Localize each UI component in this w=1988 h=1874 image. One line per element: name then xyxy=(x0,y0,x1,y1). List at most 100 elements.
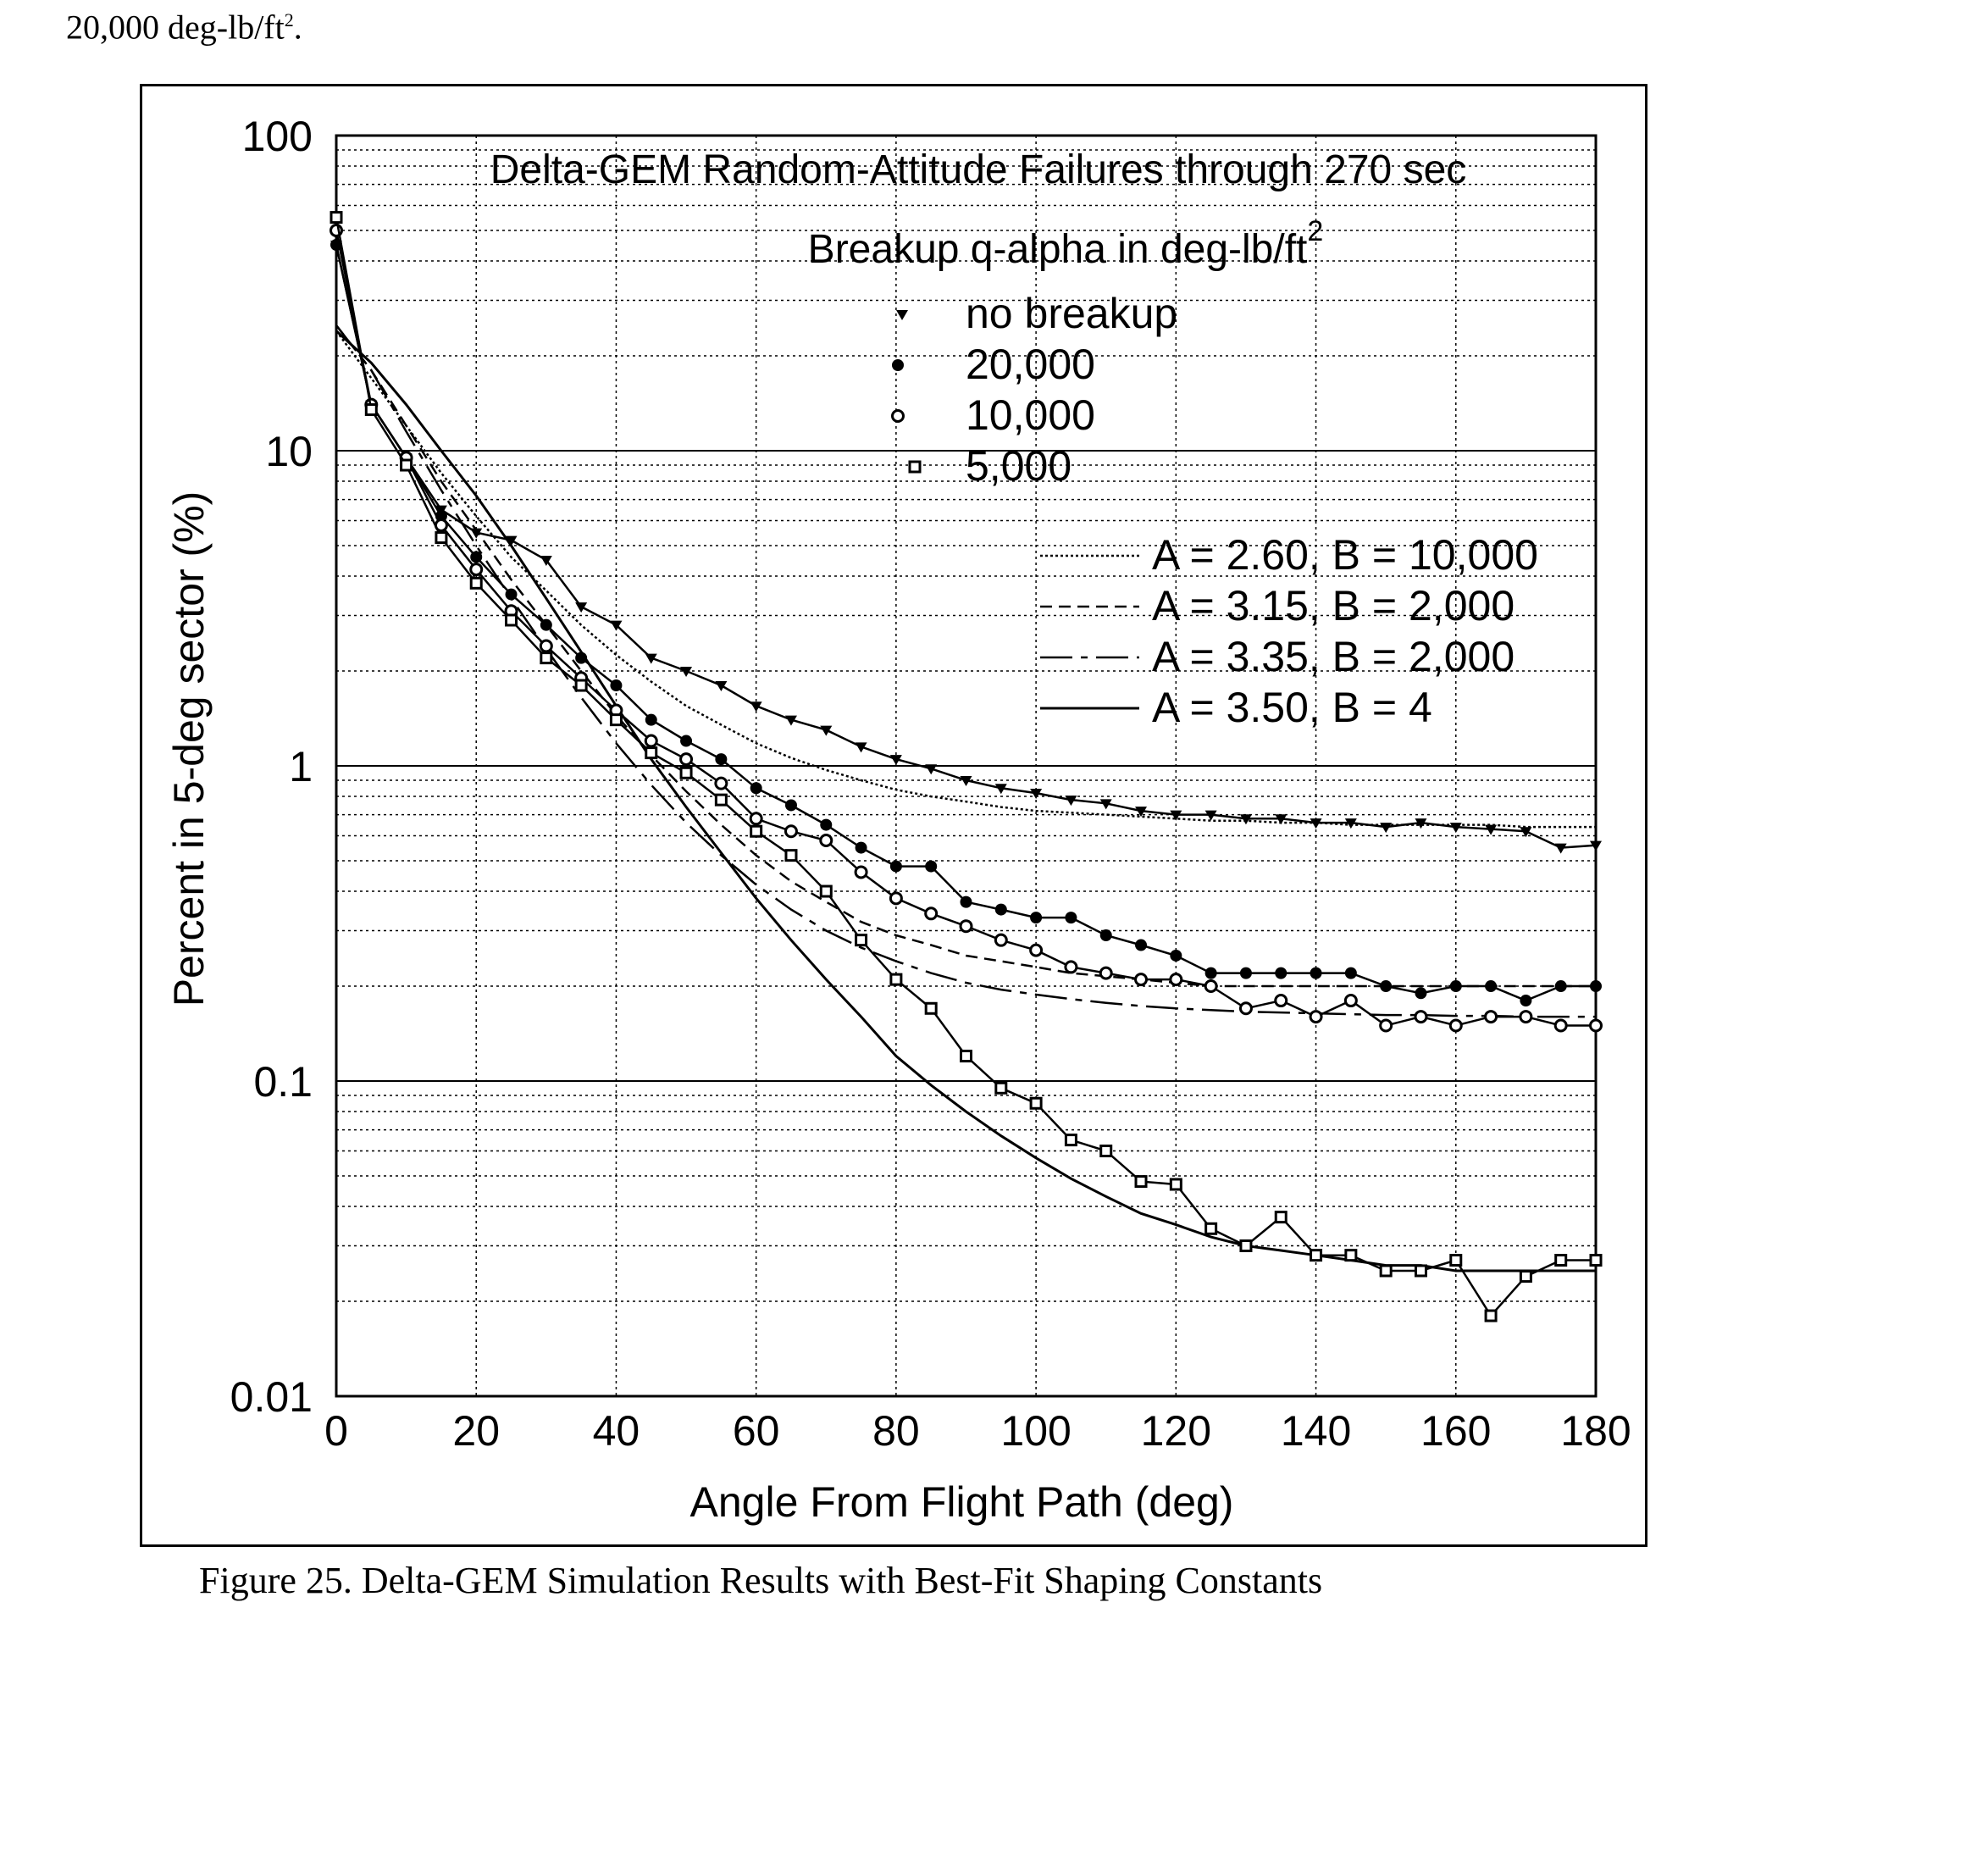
legend-label: A = 3.35, B = 2,000 xyxy=(1152,633,1515,680)
data-point xyxy=(1310,818,1322,829)
data-point xyxy=(469,576,483,590)
data-point xyxy=(960,895,972,908)
legend-label: 5,000 xyxy=(966,442,1072,490)
data-point xyxy=(1135,939,1148,951)
data-point xyxy=(784,799,797,812)
data-point xyxy=(1029,943,1044,957)
data-point xyxy=(1520,995,1532,1007)
data-point xyxy=(1239,814,1252,825)
data-point xyxy=(1170,949,1182,962)
data-point xyxy=(1064,960,1078,974)
data-point xyxy=(1099,799,1112,810)
data-point xyxy=(679,752,694,767)
data-point xyxy=(1204,1222,1218,1235)
data-point xyxy=(855,742,867,753)
data-point xyxy=(1030,912,1043,924)
data-point xyxy=(1170,810,1182,821)
data-point xyxy=(1380,980,1393,993)
data-point xyxy=(645,653,657,664)
data-point xyxy=(750,824,763,838)
data-point xyxy=(679,766,693,779)
data-point xyxy=(960,1050,972,1063)
data-point xyxy=(1344,1249,1358,1262)
data-point xyxy=(1379,1264,1393,1278)
data-point xyxy=(1134,1175,1148,1189)
data-point xyxy=(1344,967,1357,979)
data-point xyxy=(1485,980,1498,993)
data-point xyxy=(610,679,623,692)
data-point xyxy=(1309,1010,1323,1024)
data-series xyxy=(330,241,1602,854)
data-point xyxy=(889,973,903,986)
legend-label: A = 3.15, B = 2,000 xyxy=(1152,582,1515,629)
x-tick-label: 80 xyxy=(872,1407,920,1455)
data-point xyxy=(784,715,797,726)
data-point xyxy=(1310,1249,1323,1262)
data-point xyxy=(715,681,728,692)
data-point xyxy=(505,535,518,546)
data-point xyxy=(960,776,972,787)
top-text-sup: 2 xyxy=(284,9,294,30)
data-point xyxy=(1310,967,1322,979)
data-point xyxy=(470,551,483,563)
data-point xyxy=(714,793,728,807)
data-point xyxy=(1344,818,1357,829)
data-point xyxy=(469,563,484,577)
data-point xyxy=(680,735,693,747)
data-point xyxy=(645,713,657,726)
data-point xyxy=(540,651,553,665)
data-point xyxy=(1379,1018,1393,1033)
data-point xyxy=(1519,1010,1533,1024)
data-point xyxy=(1239,1239,1253,1253)
y-tick-label: 0.1 xyxy=(253,1058,313,1106)
data-point xyxy=(784,824,798,839)
data-point xyxy=(819,834,833,848)
data-point xyxy=(1519,1270,1532,1284)
x-tick-label: 0 xyxy=(324,1407,348,1455)
data-point xyxy=(1448,1018,1463,1033)
data-point xyxy=(1169,1178,1182,1191)
fit-curve xyxy=(335,324,1596,1018)
data-point xyxy=(1449,1254,1463,1267)
data-point xyxy=(1589,1018,1603,1033)
data-point xyxy=(1590,840,1602,851)
legend-label: A = 3.50, B = 4 xyxy=(1152,684,1432,731)
data-point xyxy=(924,907,939,921)
data-point xyxy=(891,409,905,423)
data-point xyxy=(715,753,728,766)
data-point xyxy=(994,1081,1008,1095)
data-point xyxy=(680,667,693,678)
top-text-main: 20,000 deg-lb/ft xyxy=(66,8,285,47)
chart-title: Delta-GEM Random-Attitude Failures throu… xyxy=(490,147,1467,192)
data-point xyxy=(820,725,833,736)
chart: 0 20 40 60 80 100 120 140 160 180 0.01 0.1 1 10 100 Ang… xyxy=(165,113,1631,1526)
data-point xyxy=(1554,843,1567,854)
data-point xyxy=(1239,967,1252,979)
legend-label: 20,000 xyxy=(966,341,1095,388)
data-point xyxy=(714,776,728,790)
data-point xyxy=(1590,980,1602,993)
data-point xyxy=(609,713,623,727)
data-point xyxy=(854,865,868,879)
data-point xyxy=(1029,1096,1043,1110)
data-point xyxy=(889,755,902,766)
data-point xyxy=(329,211,343,225)
data-point xyxy=(1204,810,1217,821)
y-tick-label: 0.01 xyxy=(230,1373,313,1421)
data-point xyxy=(1589,1254,1603,1267)
data-point xyxy=(1380,823,1393,834)
y-axis-title: Percent in 5-deg sector (%) xyxy=(165,491,213,1007)
x-tick-label: 160 xyxy=(1420,1407,1491,1455)
y-tick-label: 100 xyxy=(242,113,313,160)
data-point xyxy=(505,613,518,627)
data-point xyxy=(1169,973,1183,987)
data-point xyxy=(1099,966,1113,980)
data-point xyxy=(1030,789,1043,800)
figure-caption: Figure 25. Delta-GEM Simulation Results … xyxy=(199,1560,1323,1601)
x-tick-label: 20 xyxy=(452,1407,500,1455)
data-point xyxy=(750,782,762,795)
legend-label: no breakup xyxy=(966,290,1177,337)
data-point xyxy=(1134,973,1149,987)
data-point xyxy=(539,639,553,653)
data-point xyxy=(435,531,448,545)
